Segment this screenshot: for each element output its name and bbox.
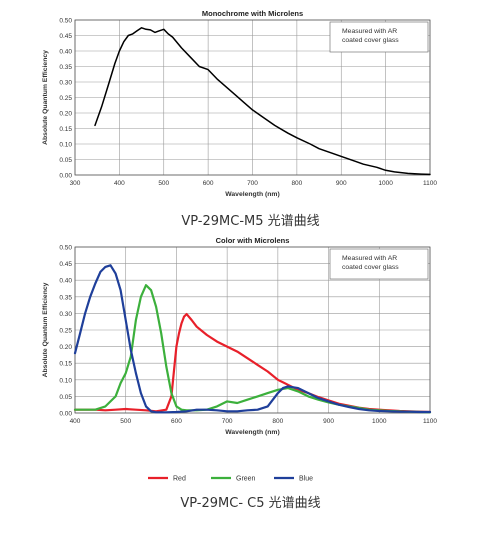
chart-2-ytick-label: 0.50 [59,245,72,252]
chart-1-caption: VP-29MC-M5 光谱曲线 [181,214,320,229]
chart-1-xtick-label: 900 [336,180,347,187]
chart-2-annotation-box [329,248,429,280]
chart-1-xtick-label: 700 [247,180,258,187]
chart-2-xtick-label: 900 [323,418,334,425]
chart-1-annotation-line: coated cover glass [342,37,399,44]
chart-2-xtick-label: 1100 [423,418,437,425]
chart-1-ytick-label: 0.25 [59,95,72,102]
chart-2-xtick-label: 600 [171,418,182,425]
chart-1-annotation-line: Measured with AR [342,28,397,35]
chart-1-annotation-box [329,21,429,53]
chart-1-xlabel: Wavelength (nm) [225,191,280,198]
chart-2-ytick-label: 0.40 [59,278,72,285]
chart-1-xtick-label: 300 [70,180,81,187]
chart-2-plot-frame [74,246,431,414]
chart-1-xtick-label: 1000 [378,180,393,187]
chart-2-xtick-label: 800 [272,418,283,425]
chart-1-ytick-label: 0.40 [59,49,72,56]
chart-2-xtick-label: 400 [70,418,81,425]
chart-2-blue-line [73,264,432,414]
chart-2-annotation-line: coated cover glass [342,264,399,271]
chart-1-xtick-label: 800 [291,180,302,187]
chart-1-ytick-label: 0.00 [59,173,72,180]
chart-1-xtick-label: 600 [203,180,214,187]
chart-2-ytick-label: 0.30 [59,311,72,318]
chart-1-ytick-label: 0.35 [59,64,72,71]
chart-1-ytick-label: 0.15 [59,126,72,133]
chart-2-ylabel: Absolute Quantum Efficiency [42,282,49,377]
chart-1-ytick-label: 0.05 [59,157,72,164]
chart-2-ytick-label: 0.15 [59,361,72,368]
chart-2-title: Color with Microlens [216,236,290,245]
chart-1-ytick-label: 0.10 [59,142,72,149]
chart-2-xtick-label: 700 [222,418,233,425]
chart-1-ytick-label: 0.30 [59,80,72,87]
chart-2-ytick-label: 0.45 [59,261,72,268]
chart-2-ytick-label: 0.20 [59,344,72,351]
chart-2-ytick-label: 0.05 [59,394,72,401]
chart-2-legend-label-blue: Blue [299,476,313,483]
chart-2-legend-label-green: Green [236,476,256,483]
chart-2-green-line [73,284,432,414]
chart-2-xtick-label: 500 [120,418,131,425]
chart-1-ylabel: Absolute Quantum Efficiency [42,50,49,145]
chart-2-ytick-label: 0.00 [59,411,72,418]
chart-1-ytick-label: 0.20 [59,111,72,118]
chart-1-title: Monochrome with Microlens [202,9,303,18]
chart-2-xtick-label: 1000 [372,418,387,425]
chart-1-ytick-label: 0.50 [59,18,72,25]
chart-2-ytick-label: 0.35 [59,294,72,301]
chart-2-ytick-label: 0.25 [59,328,72,335]
chart-2-xlabel: Wavelength (nm) [225,429,280,436]
chart-1-xtick-label: 400 [114,180,125,187]
chart-1-plot-frame [74,19,431,176]
chart-2-legend-label-red: Red [173,476,186,483]
chart-2-caption: VP-29MC- C5 光谱曲线 [180,496,321,511]
chart-1-xtick-label: 500 [158,180,169,187]
chart-1-ytick-label: 0.45 [59,33,72,40]
chart-1-series-1-line [94,27,431,176]
chart-1-xtick-label: 1100 [423,180,437,187]
chart-2-ytick-label: 0.10 [59,377,72,384]
chart-2-annotation-line: Measured with AR [342,255,397,262]
